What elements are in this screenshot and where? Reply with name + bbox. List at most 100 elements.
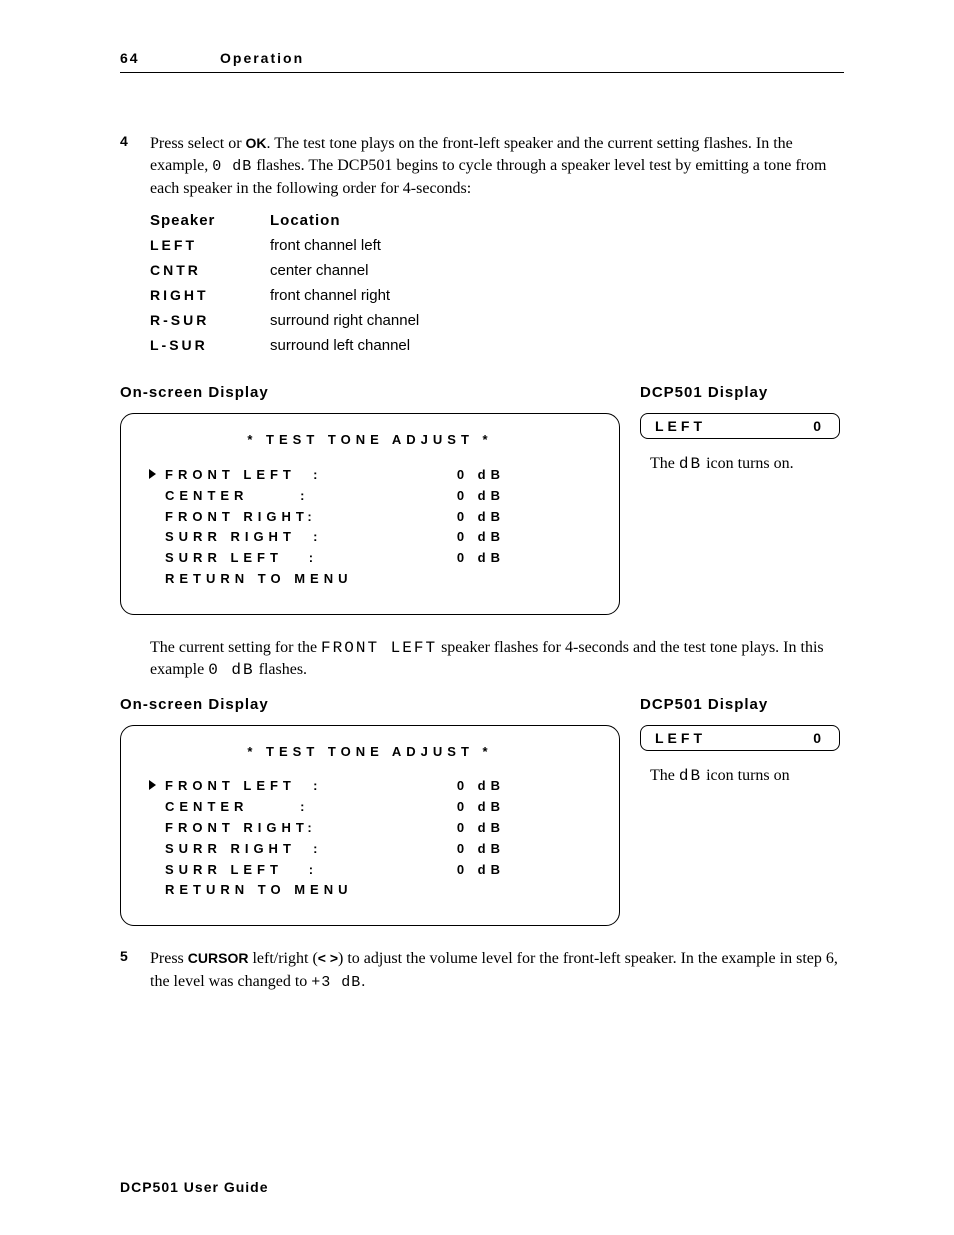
osd-label: On-screen Display (120, 696, 640, 713)
osd-name: SURR RIGHT : (165, 839, 425, 860)
col-location: Location (270, 212, 530, 229)
osd-name: CENTER : (165, 486, 425, 507)
osd-name: SURR RIGHT : (165, 527, 425, 548)
osd-val: 0 dB (425, 527, 545, 548)
col-speaker: Speaker (150, 212, 270, 229)
page-header: 64 Operation (120, 50, 844, 73)
speaker-code: L-SUR (150, 337, 270, 354)
dcp-box: LEFT 0 (640, 725, 840, 751)
table-row: LEFT front channel left (150, 237, 844, 254)
osd-line: RETURN TO MENU (131, 569, 609, 590)
dcp-column: LEFT 0 The dB icon turns on (640, 725, 840, 785)
osd-box: * TEST TONE ADJUST * FRONT LEFT :0 dB CE… (120, 725, 620, 927)
osd-val: 0 dB (425, 465, 545, 486)
display-pair-1: * TEST TONE ADJUST * FRONT LEFT :0 dB CE… (120, 413, 844, 615)
mid-paragraph: The current setting for the FRONT LEFT s… (150, 637, 844, 682)
text: Press (150, 950, 188, 967)
display-labels: On-screen Display DCP501 Display (120, 384, 844, 401)
osd-name: SURR LEFT : (165, 548, 425, 569)
cursor-spacer (149, 797, 165, 818)
osd-val: 0 dB (425, 860, 545, 881)
display-labels: On-screen Display DCP501 Display (120, 696, 844, 713)
osd-box: * TEST TONE ADJUST * FRONT LEFT :0 dB CE… (120, 413, 620, 615)
footer: DCP501 User Guide (120, 1179, 269, 1195)
dcp-label: DCP501 Display (640, 696, 768, 713)
table-row: CNTR center channel (150, 262, 844, 279)
dcp-note: The dB icon turns on. (640, 455, 840, 473)
code: FRONT LEFT (321, 639, 437, 657)
code: dB (679, 767, 702, 785)
speaker-loc: front channel right (270, 287, 530, 304)
dcp-value: 0 (813, 418, 825, 434)
cursor-icon (149, 776, 165, 797)
text: Press select or (150, 135, 246, 152)
step-4: 4 Press select or OK. The test tone play… (120, 133, 844, 200)
osd-name: CENTER : (165, 797, 425, 818)
osd-line: FRONT LEFT :0 dB (131, 465, 609, 486)
arrows: < > (318, 950, 338, 966)
cursor-spacer (149, 507, 165, 528)
osd-label: On-screen Display (120, 384, 640, 401)
osd-name: FRONT RIGHT: (165, 507, 425, 528)
dcp-label: LEFT (655, 730, 706, 746)
step-number: 4 (120, 133, 150, 149)
ok-label: OK (246, 135, 267, 151)
code: 0 dB (208, 661, 254, 679)
cursor-spacer (149, 486, 165, 507)
speaker-loc: center channel (270, 262, 530, 279)
cursor-spacer (149, 860, 165, 881)
dcp-note: The dB icon turns on (640, 767, 840, 785)
page: 64 Operation 4 Press select or OK. The t… (0, 0, 954, 1235)
osd-val: 0 dB (425, 818, 545, 839)
osd-line: RETURN TO MENU (131, 880, 609, 901)
speaker-code: CNTR (150, 262, 270, 279)
speaker-code: LEFT (150, 237, 270, 254)
osd-line: SURR LEFT :0 dB (131, 860, 609, 881)
cursor-icon (149, 465, 165, 486)
cursor-spacer (149, 839, 165, 860)
osd-val: 0 dB (425, 776, 545, 797)
osd-line: SURR RIGHT :0 dB (131, 839, 609, 860)
osd-line: CENTER :0 dB (131, 797, 609, 818)
cursor-spacer (149, 548, 165, 569)
table-row: RIGHT front channel right (150, 287, 844, 304)
speaker-code: RIGHT (150, 287, 270, 304)
step-body: Press CURSOR left/right (< >) to adjust … (150, 948, 844, 993)
osd-line: SURR LEFT :0 dB (131, 548, 609, 569)
step-body: Press select or OK. The test tone plays … (150, 133, 844, 200)
speaker-code: R-SUR (150, 312, 270, 329)
osd-line: FRONT LEFT :0 dB (131, 776, 609, 797)
cursor-spacer (149, 569, 165, 590)
text: icon turns on (702, 767, 790, 784)
osd-title: * TEST TONE ADJUST * (131, 742, 609, 763)
osd-val: 0 dB (425, 548, 545, 569)
text: The current setting for the (150, 639, 321, 656)
text: . (361, 973, 365, 990)
osd-val: 0 dB (425, 797, 545, 818)
speaker-loc: surround right channel (270, 312, 530, 329)
display-pair-2: * TEST TONE ADJUST * FRONT LEFT :0 dB CE… (120, 725, 844, 927)
code: dB (679, 455, 702, 473)
step-number: 5 (120, 948, 150, 964)
osd-name: FRONT RIGHT: (165, 818, 425, 839)
dcp-box: LEFT 0 (640, 413, 840, 439)
text: flashes. The DCP501 begins to cycle thro… (150, 157, 826, 196)
table-row: R-SUR surround right channel (150, 312, 844, 329)
osd-name: SURR LEFT : (165, 860, 425, 881)
page-number: 64 (120, 50, 220, 66)
text: icon turns on. (702, 455, 794, 472)
cursor-label: CURSOR (188, 950, 249, 966)
osd-line: FRONT RIGHT:0 dB (131, 818, 609, 839)
osd-line: FRONT RIGHT:0 dB (131, 507, 609, 528)
osd-val: 0 dB (425, 507, 545, 528)
osd-name: FRONT LEFT : (165, 776, 425, 797)
speaker-loc: surround left channel (270, 337, 530, 354)
cursor-spacer (149, 818, 165, 839)
text: left/right ( (248, 950, 317, 967)
cursor-spacer (149, 527, 165, 548)
code: 0 dB (212, 158, 252, 175)
text: flashes. (255, 661, 307, 678)
osd-title: * TEST TONE ADJUST * (131, 430, 609, 451)
osd-name: RETURN TO MENU (165, 880, 425, 901)
osd-line: SURR RIGHT :0 dB (131, 527, 609, 548)
